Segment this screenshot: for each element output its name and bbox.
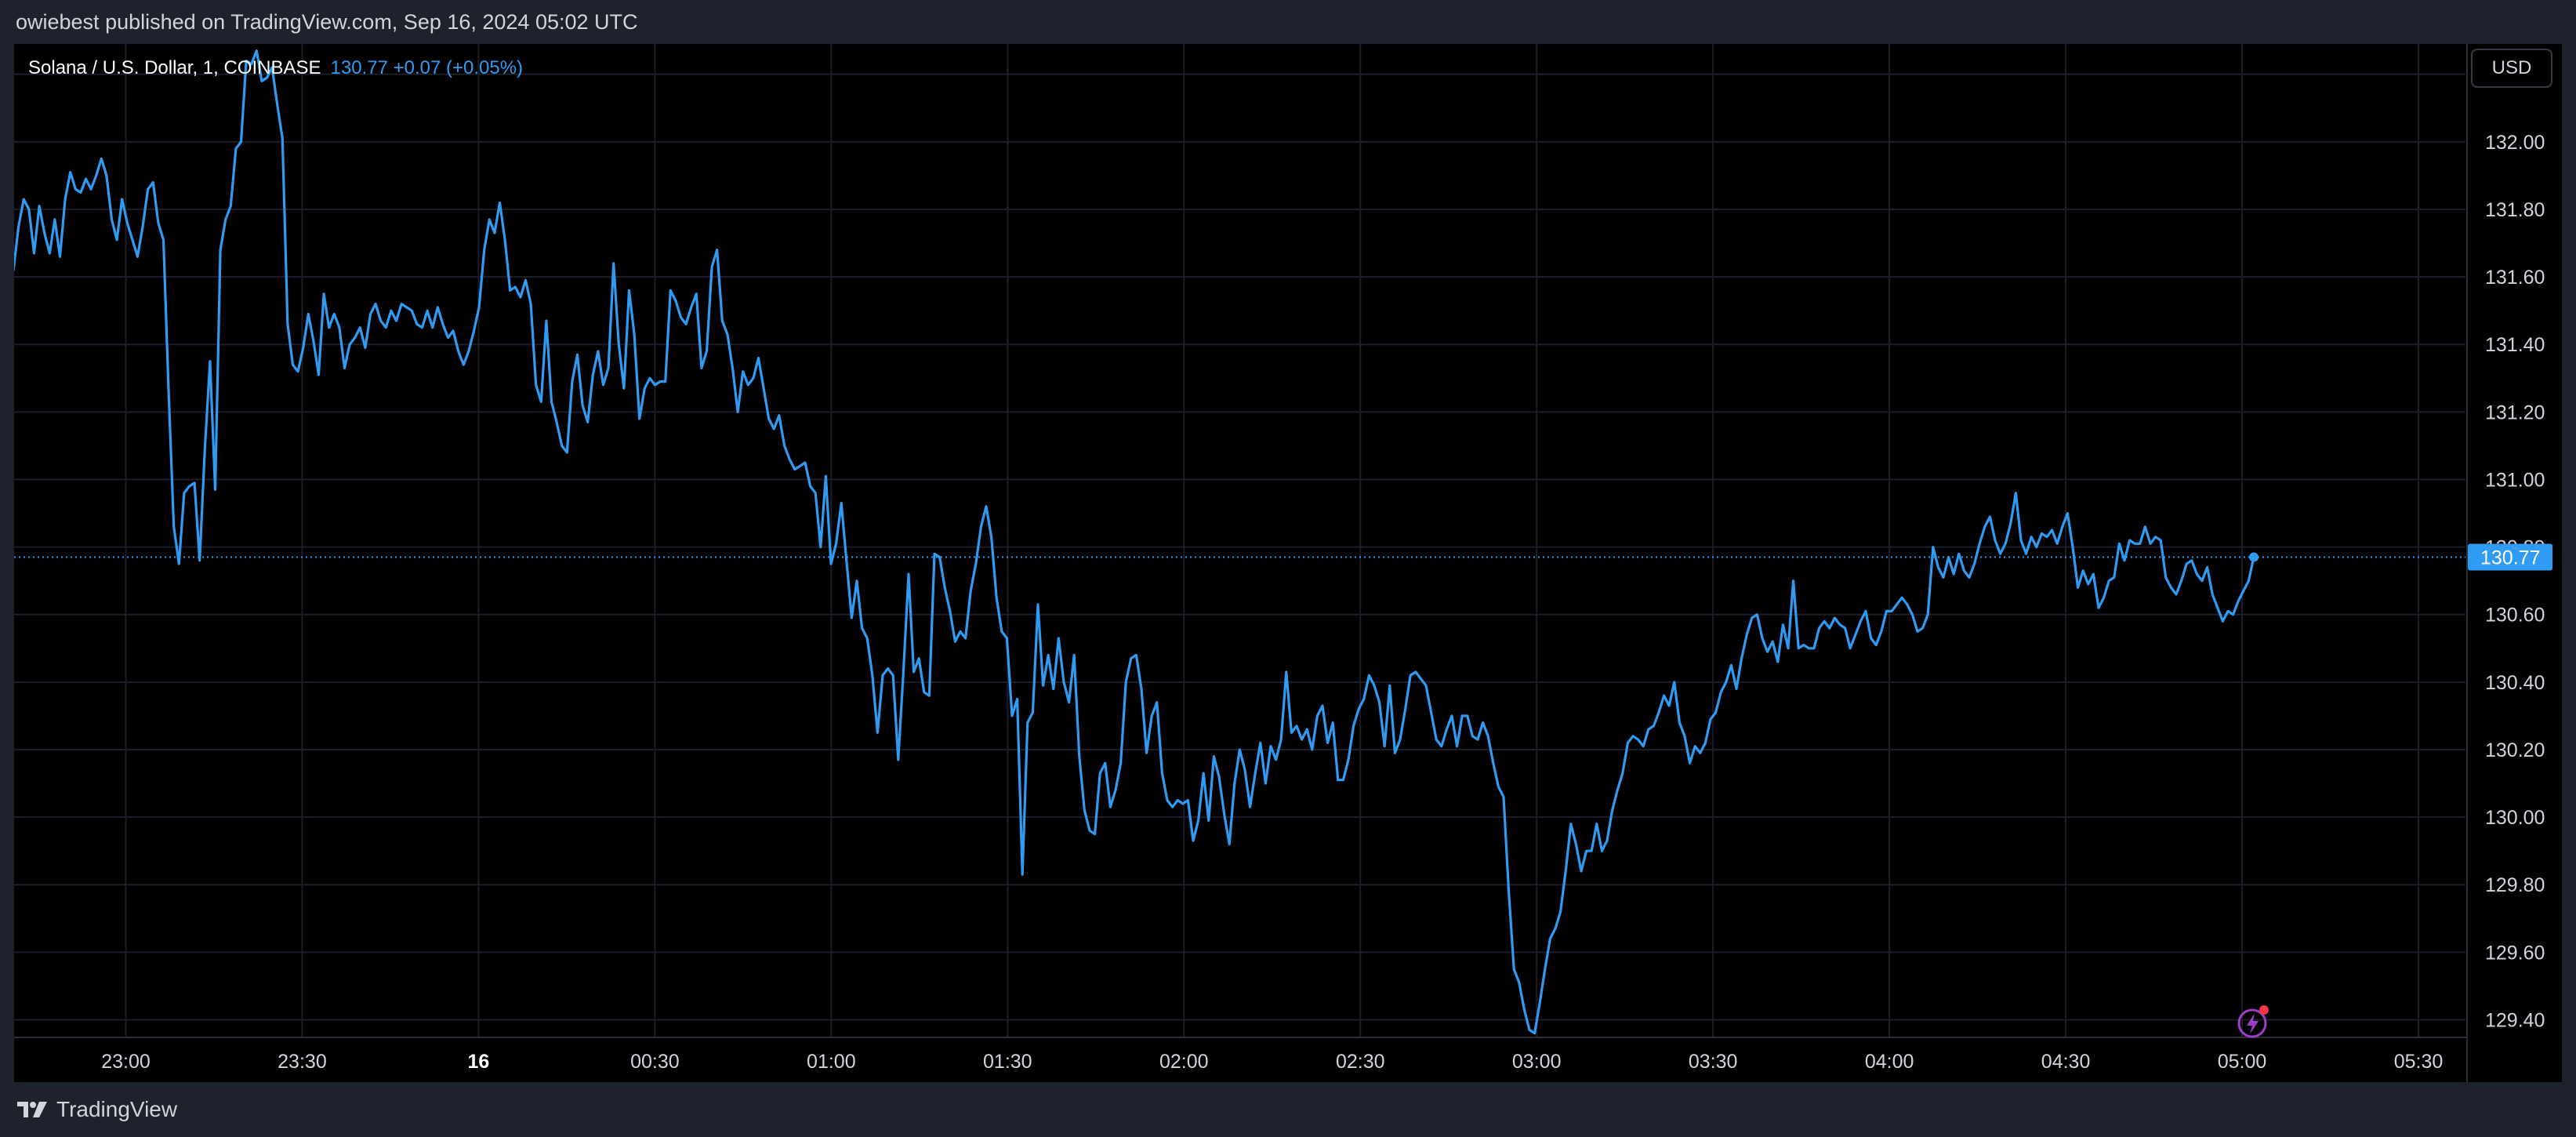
x-tick-label: 05:00	[2218, 1051, 2267, 1073]
y-tick-label: 130.60	[2485, 605, 2545, 627]
x-tick-label: 02:30	[1336, 1051, 1385, 1073]
y-tick-label: 130.20	[2485, 739, 2545, 761]
y-tick-label: 132.00	[2485, 132, 2545, 154]
last-point-marker	[2249, 552, 2259, 562]
x-tick-label: 23:00	[101, 1051, 151, 1073]
x-tick-label: 00:30	[630, 1051, 680, 1073]
y-tick-label: 131.40	[2485, 334, 2545, 356]
y-tick-label: 130.00	[2485, 807, 2545, 829]
legend-last-value: 130.77 +0.07 (+0.05%)	[330, 57, 524, 78]
brand-name: TradingView	[56, 1097, 178, 1121]
y-tick-label: 130.40	[2485, 672, 2545, 694]
x-tick-label: 04:00	[1865, 1051, 1914, 1073]
symbol-legend[interactable]: Solana / U.S. Dollar, 1, COINBASE 130.77 …	[28, 55, 523, 82]
x-tick-label: 03:00	[1512, 1051, 1562, 1073]
x-tick-label: 02:00	[1159, 1051, 1209, 1073]
y-tick-label: 129.40	[2485, 1009, 2545, 1031]
quick-action-button[interactable]	[2235, 1003, 2273, 1041]
published-header: owiebest published on TradingView.com, S…	[0, 0, 2576, 44]
chart-pane[interactable]	[14, 44, 2562, 1082]
x-tick-label: 23:30	[278, 1051, 327, 1073]
brand-logo[interactable]: TradingView	[16, 1096, 177, 1123]
tradingview-logo-icon	[17, 1102, 47, 1117]
legend-symbol: Solana / U.S. Dollar, 1, COINBASE	[28, 57, 321, 78]
x-tick-label: 01:00	[807, 1051, 856, 1073]
y-tick-label: 131.20	[2485, 401, 2545, 423]
x-tick-label: 16	[467, 1051, 489, 1073]
y-tick-label: 131.60	[2485, 267, 2545, 289]
published-text: owiebest published on TradingView.com, S…	[16, 10, 638, 34]
x-tick-label: 05:30	[2394, 1051, 2444, 1073]
y-tick-label: 129.60	[2485, 942, 2545, 964]
currency-button[interactable]: USD	[2471, 49, 2552, 88]
x-tick-label: 04:30	[2041, 1051, 2091, 1073]
current-price-tag	[2468, 543, 2552, 571]
lightning-bolt-icon	[2237, 1005, 2269, 1038]
y-tick-label: 131.80	[2485, 199, 2545, 221]
x-tick-label: 03:30	[1689, 1051, 1738, 1073]
current-price-label: 130.77	[2480, 547, 2540, 569]
footer-bar	[0, 1082, 2576, 1137]
x-tick-label: 01:30	[983, 1051, 1032, 1073]
y-tick-label: 131.00	[2485, 469, 2545, 491]
series-line[interactable]	[9, 49, 2255, 1035]
y-tick-label: 129.80	[2485, 874, 2545, 896]
